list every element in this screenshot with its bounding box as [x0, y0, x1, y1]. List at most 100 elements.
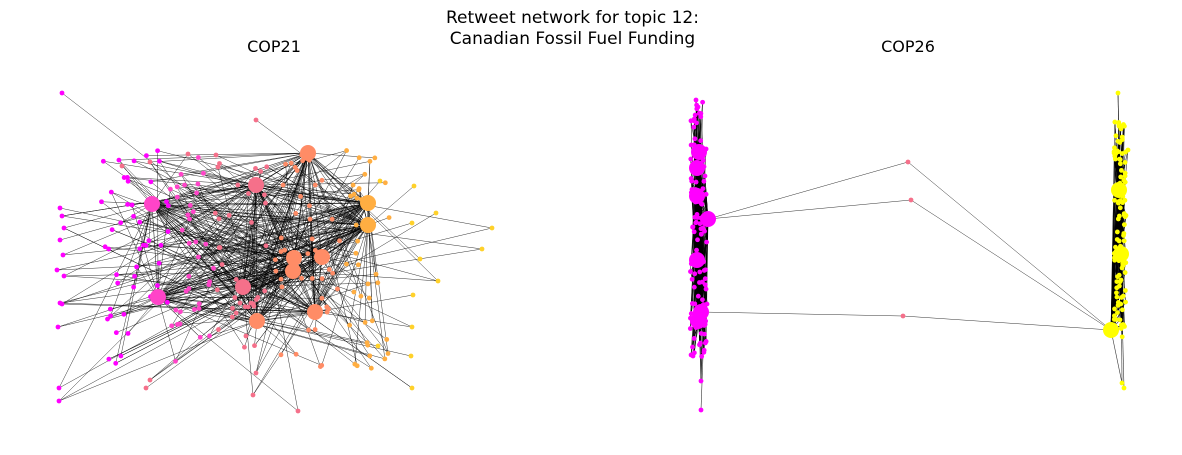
network-node: [409, 324, 415, 330]
network-node: [233, 276, 239, 282]
network-edge: [321, 202, 369, 258]
network-edge: [265, 152, 309, 246]
network-edge: [314, 294, 414, 313]
network-node: [703, 339, 709, 344]
network-node: [116, 157, 122, 163]
network-node: [293, 351, 299, 357]
network-node: [698, 407, 704, 413]
network-node: [1119, 151, 1125, 156]
network-node: [309, 276, 315, 281]
network-node: [1114, 279, 1120, 285]
network-node: [1111, 149, 1117, 155]
network-node: [288, 160, 294, 166]
network-edge: [151, 203, 295, 259]
network-node: [294, 168, 300, 173]
network-node: [479, 246, 485, 252]
network-edge: [907, 161, 1112, 331]
network-node: [1115, 274, 1120, 280]
network-node: [692, 136, 698, 142]
network-edge: [307, 152, 375, 159]
network-node: [106, 356, 112, 362]
network-node: [298, 194, 303, 199]
network-node: [230, 305, 235, 311]
network-node: [207, 333, 212, 339]
network-node: [131, 158, 137, 164]
figure-title-line-2: Canadian Fossil Fuel Funding: [449, 29, 696, 49]
network-node: [368, 365, 374, 371]
network-edge: [293, 202, 369, 259]
network-node: [364, 340, 370, 346]
network-node: [1115, 299, 1121, 305]
network-edge: [255, 184, 328, 308]
network-node: [694, 211, 700, 217]
figure-title: Retweet network for topic 12: Canadian F…: [0, 8, 1145, 50]
panel-title-cop26: COP26: [881, 37, 935, 56]
network-node: [690, 344, 695, 350]
network-edge: [314, 202, 369, 313]
network-edge: [252, 202, 369, 396]
network-node: [134, 264, 139, 270]
network-node: [158, 242, 164, 248]
network-edge: [120, 203, 153, 356]
network-edge: [700, 311, 904, 317]
network-node: [219, 262, 225, 267]
network-node: [272, 257, 278, 263]
network-node: [253, 370, 259, 376]
network-edge: [255, 182, 386, 186]
network-node: [191, 307, 197, 312]
network-edge: [292, 224, 369, 272]
network-node: [263, 243, 269, 249]
network-node: [143, 242, 149, 248]
network-edge: [157, 257, 295, 286]
network-node: [691, 124, 697, 130]
network-edge: [197, 183, 258, 322]
network-node: [278, 352, 284, 358]
network-edge: [321, 224, 369, 258]
network-node: [687, 326, 693, 331]
network-node: [386, 215, 392, 220]
network-node: [489, 225, 495, 231]
network-node: [689, 276, 695, 282]
network-node: [1112, 306, 1117, 312]
network-node: [385, 351, 391, 356]
network-node: [691, 229, 697, 235]
network-node: [691, 284, 697, 290]
network-node: [326, 267, 332, 272]
network-edge: [255, 184, 355, 195]
network-node: [356, 187, 362, 193]
network-node: [131, 213, 136, 219]
network-edge: [255, 184, 389, 354]
network-edge: [242, 286, 297, 355]
network-edge: [200, 202, 369, 338]
network-edge: [157, 296, 258, 322]
network-node: [143, 153, 149, 159]
network-node: [264, 164, 270, 170]
network-hub-node: [691, 144, 707, 160]
network-edge: [292, 270, 368, 343]
network-edge: [242, 274, 377, 288]
network-edge: [292, 270, 439, 282]
network-node: [108, 189, 114, 195]
network-edge: [292, 270, 387, 340]
network-node: [131, 284, 137, 290]
network-hub-node: [1103, 322, 1119, 338]
network-edge: [707, 161, 909, 220]
network-node: [1120, 263, 1126, 269]
network-hub-node: [248, 177, 264, 193]
network-node: [353, 222, 359, 228]
network-node: [1120, 322, 1126, 327]
network-node: [1118, 198, 1123, 203]
network-node: [362, 320, 368, 325]
network-node: [106, 246, 112, 252]
network-hub-node: [689, 160, 705, 176]
network-edge: [209, 320, 258, 337]
network-edge: [180, 311, 258, 322]
network-edge: [253, 184, 257, 304]
network-edge: [197, 183, 295, 259]
network-node: [1121, 231, 1127, 236]
network-node: [243, 333, 249, 339]
network-edge: [293, 240, 358, 259]
network-edge: [255, 184, 369, 204]
network-node: [347, 322, 353, 328]
network-edge: [101, 201, 258, 322]
